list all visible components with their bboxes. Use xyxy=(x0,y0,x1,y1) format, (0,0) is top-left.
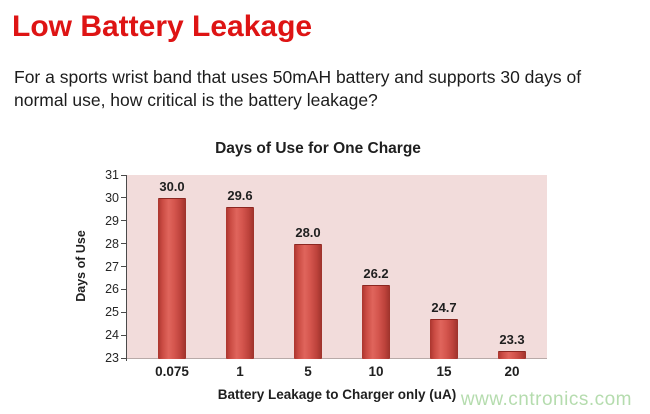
y-tick-label: 28 xyxy=(105,236,119,251)
bar xyxy=(294,243,322,359)
y-axis-title: Days of Use xyxy=(74,230,88,302)
bar xyxy=(498,351,526,359)
question-text: For a sports wrist band that uses 50mAH … xyxy=(14,66,646,112)
y-tick-mark xyxy=(121,266,126,267)
bar-value-label: 24.7 xyxy=(431,300,457,316)
bar xyxy=(226,207,254,359)
bar-value-label: 26.2 xyxy=(363,265,389,281)
y-tick-label: 27 xyxy=(105,259,119,274)
y-tick-mark xyxy=(121,311,126,313)
y-tick-label: 24 xyxy=(105,328,119,343)
x-tick-label: 1 xyxy=(236,364,244,379)
bar-value-label: 28.0 xyxy=(295,224,321,240)
y-tick-label: 25 xyxy=(105,305,119,320)
x-axis-title: Battery Leakage to Charger only (uA) xyxy=(217,387,457,402)
y-tick-label: 23 xyxy=(105,351,119,365)
bar xyxy=(430,319,458,359)
bar-chart: Days of Use for One Charge 23 24 25 26 27 28 2… xyxy=(0,130,650,414)
x-axis-line xyxy=(127,358,547,359)
bar xyxy=(362,284,390,359)
question-text-line1: For a sports wrist band that uses 50mAH … xyxy=(14,67,582,87)
y-tick-label: 29 xyxy=(105,213,119,228)
bar-value-label: 23.3 xyxy=(499,332,525,348)
chart-title: Days of Use for One Charge xyxy=(215,140,421,157)
y-tick-mark xyxy=(121,288,126,290)
bar xyxy=(158,197,186,359)
x-tick-label: 0.075 xyxy=(155,364,189,379)
page-title: Low Battery Leakage xyxy=(12,10,313,43)
bar-value-label: 30.0 xyxy=(159,178,185,194)
y-tick-mark xyxy=(121,334,126,336)
watermark: www.cntronics.com xyxy=(460,389,632,410)
y-tick-label: 31 xyxy=(105,168,119,182)
y-tick-mark xyxy=(121,220,126,222)
question-text-line2: normal use, how critical is the battery … xyxy=(14,90,378,110)
bar-value-label: 29.6 xyxy=(227,188,253,204)
y-tick-label: 26 xyxy=(105,282,119,297)
y-tick-mark xyxy=(121,357,126,359)
plot-area xyxy=(127,175,547,358)
y-tick-mark xyxy=(121,174,126,176)
x-tick-label: 5 xyxy=(304,364,312,379)
x-tick-label: 10 xyxy=(368,364,384,379)
x-tick-label: 15 xyxy=(436,364,452,379)
y-tick-mark xyxy=(121,197,126,199)
x-tick-label: 20 xyxy=(504,364,520,379)
y-tick-mark xyxy=(121,243,126,245)
y-tick-label: 30 xyxy=(105,190,119,205)
y-axis-line xyxy=(125,175,127,361)
